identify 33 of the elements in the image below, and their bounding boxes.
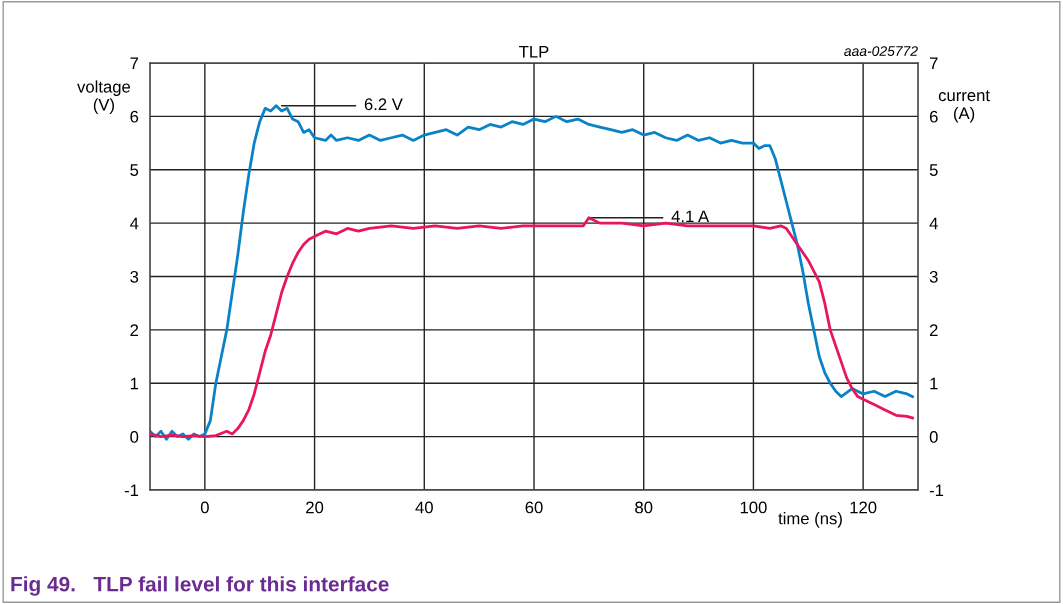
x-tick-label: 60 <box>525 501 543 514</box>
y-tick-label: 2 <box>130 324 139 336</box>
y2-tick-label: 4 <box>929 217 938 230</box>
x-tick-label: 80 <box>635 501 653 514</box>
caption: Fig 49. TLP fail level for this interface <box>11 576 389 596</box>
x-tick-label: 20 <box>306 501 324 514</box>
x-axis-title: time (ns) <box>778 512 842 528</box>
x-tick-label: 0 <box>200 501 209 514</box>
y-tick-label: 4 <box>130 217 139 230</box>
y-axis-title: voltage (V) <box>77 80 131 114</box>
x-tick-label: 100 <box>740 501 767 514</box>
annotation: 4.1 A <box>671 210 710 223</box>
y2-tick-label: 2 <box>929 324 938 336</box>
annotation: 6.2 V <box>364 98 403 111</box>
y2-tick-label: 1 <box>930 377 938 390</box>
text: aaa-025772 <box>844 46 918 56</box>
y2-axis-title: current (A) <box>938 90 990 123</box>
chart-title: TLP <box>519 45 549 58</box>
y2-tick-label: 0 <box>929 431 938 443</box>
y-tick-label: 0 <box>130 431 139 443</box>
y2-tick-label: 5 <box>929 164 938 176</box>
y2-tick-label: -1 <box>929 484 944 497</box>
y2-tick-label: 6 <box>929 110 938 123</box>
x-tick-label: 40 <box>415 501 433 514</box>
y-tick-label: 6 <box>130 110 139 123</box>
y-tick-label: 7 <box>130 57 139 70</box>
y-tick-label: 1 <box>130 377 139 390</box>
y-tick-label: 5 <box>130 164 139 176</box>
x-tick-label: 120 <box>850 501 877 514</box>
y-tick-label: 3 <box>130 270 139 283</box>
y2-tick-label: 3 <box>929 270 938 283</box>
y-tick-label: -1 <box>124 484 139 497</box>
y2-tick-label: 7 <box>929 57 938 70</box>
